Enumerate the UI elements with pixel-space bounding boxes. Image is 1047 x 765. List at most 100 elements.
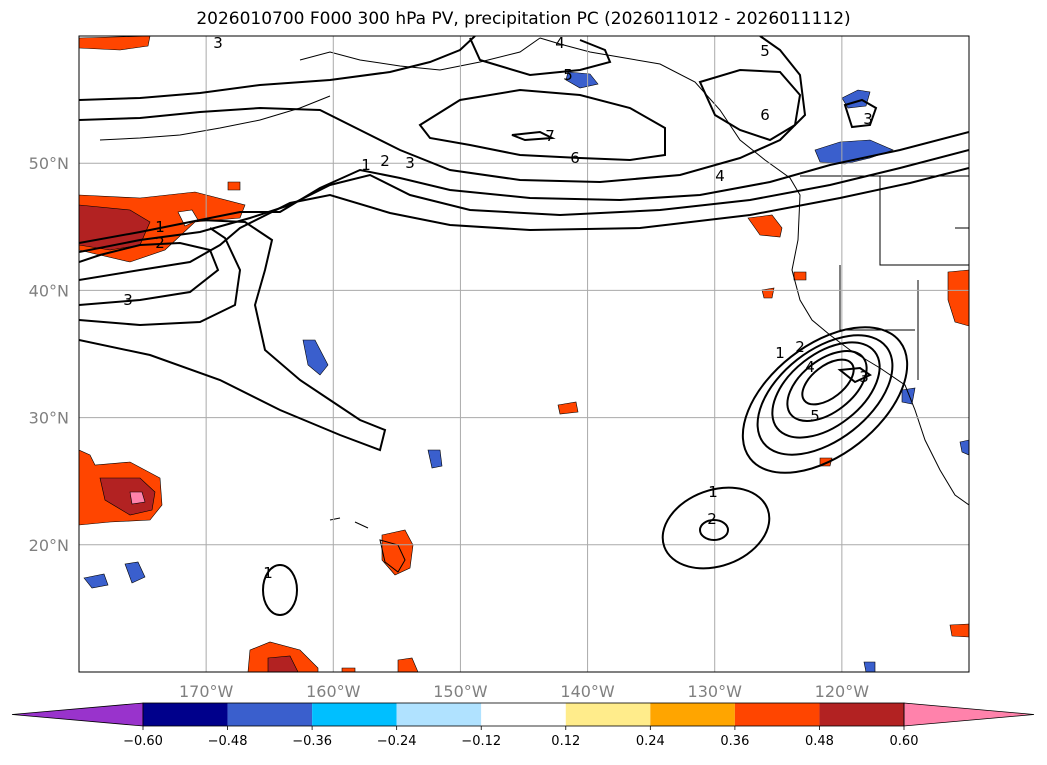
precip-positive-area xyxy=(793,271,807,281)
precip-negative-area xyxy=(427,449,443,469)
pv-contour xyxy=(79,227,242,327)
colorbar-tick-label: 0.24 xyxy=(636,734,665,749)
pv-label: 4 xyxy=(715,167,725,185)
pv-contour xyxy=(837,366,872,384)
precipitation-shading xyxy=(79,36,969,672)
latitude-tick-label: 50°N xyxy=(29,154,69,173)
pv-label: 3 xyxy=(859,368,869,386)
pv-contour xyxy=(79,219,387,452)
pv-label: 7 xyxy=(545,127,555,145)
precip-positive-area xyxy=(949,623,969,638)
coastlines xyxy=(99,37,969,573)
colorbar-tick-label: −0.48 xyxy=(208,734,248,749)
precip-strong-area xyxy=(267,655,299,672)
pv-contour xyxy=(79,167,969,281)
pv-label: 1 xyxy=(775,344,785,362)
pv-contour xyxy=(79,36,807,184)
pv-contour xyxy=(511,130,556,142)
state-border xyxy=(839,265,915,331)
pv-label: 1 xyxy=(263,564,273,582)
precip-positive-area xyxy=(341,667,356,672)
aleutian-islands xyxy=(99,95,331,141)
pv-label: 6 xyxy=(760,106,770,124)
precip-negative-area xyxy=(565,71,599,89)
pv-label: 2 xyxy=(155,234,165,252)
precip-negative-area xyxy=(863,661,876,672)
pv-label: 1 xyxy=(708,483,718,501)
pv-label: 3 xyxy=(405,154,415,172)
colorbar-segment xyxy=(819,703,904,726)
map-frame xyxy=(78,35,970,673)
state-border xyxy=(879,176,969,266)
colorbar-tick-label: −0.24 xyxy=(377,734,417,749)
pv-label: 5 xyxy=(563,66,573,84)
pv-label: 3 xyxy=(213,34,223,52)
pv-contour xyxy=(756,334,894,456)
colorbar-tick-label: −0.12 xyxy=(461,734,501,749)
colorbar-segment xyxy=(650,703,735,726)
longitude-tick-label: 170°W xyxy=(179,682,234,701)
latitude-tick-label: 30°N xyxy=(29,409,69,428)
pv-label: 2 xyxy=(380,152,390,170)
precip-positive-area xyxy=(79,36,151,51)
colorbar-segment xyxy=(312,703,397,726)
colorbar-segment xyxy=(227,703,313,726)
colorbar: −0.60 −0.48 −0.36 −0.24 −0.12 0.12 0.24 0.36 0.4… xyxy=(11,702,1035,749)
pv-contour xyxy=(79,149,969,253)
longitude-tick-label: 120°W xyxy=(815,682,870,701)
colorbar-tick-label: 0.48 xyxy=(805,734,834,749)
pv-label: 2 xyxy=(795,338,805,356)
alaska-coastline xyxy=(299,37,541,71)
precip-negative-area xyxy=(83,573,109,589)
pv-label: 4 xyxy=(805,358,815,376)
colorbar-segment xyxy=(481,703,566,726)
pv-label: 1 xyxy=(155,218,165,236)
precip-negative-area xyxy=(124,561,146,584)
colorbar-tick-label: 0.36 xyxy=(720,734,749,749)
precip-positive-area xyxy=(397,657,419,672)
latitude-labels: 20°N 30°N 40°N 50°N xyxy=(29,154,69,555)
pv-label: 3 xyxy=(123,291,133,309)
gridlines xyxy=(79,36,969,672)
colorbar-extend-low xyxy=(11,702,144,727)
pv-contour xyxy=(661,486,771,570)
pv-contour xyxy=(79,36,476,101)
longitude-labels: 170°W 160°W 150°W 140°W 130°W 120°W xyxy=(179,682,869,701)
pv-label: 5 xyxy=(810,407,820,425)
colorbar-tick-label: 0.12 xyxy=(551,734,580,749)
colorbar-segment xyxy=(565,703,651,726)
pv-contour xyxy=(79,131,969,244)
colorbar-tick-label: 0.60 xyxy=(890,734,919,749)
precip-positive-area xyxy=(557,401,579,415)
precip-positive-area xyxy=(761,287,775,299)
precip-negative-area xyxy=(901,387,916,405)
colorbar-segment xyxy=(734,703,820,726)
precip-positive-area xyxy=(227,181,241,191)
pv-label: 6 xyxy=(570,149,580,167)
precip-strong-area xyxy=(99,477,156,516)
colorbar-tick-label: −0.36 xyxy=(292,734,332,749)
precip-positive-area xyxy=(947,269,969,327)
pv-contour xyxy=(801,358,855,406)
colorbar-segment xyxy=(396,703,482,726)
colorbar-outline xyxy=(142,702,905,727)
pv-contour xyxy=(741,326,909,474)
colorbar-extend-high xyxy=(903,702,1035,727)
colorbar-segment xyxy=(143,703,228,726)
pv-contour xyxy=(469,37,612,77)
pv-label: 2 xyxy=(707,510,717,528)
pv-contour xyxy=(786,350,868,422)
pv-label: 5 xyxy=(760,42,770,60)
north-america-coastline xyxy=(539,37,969,506)
hawaii-islands xyxy=(329,517,406,573)
pv-label: 4 xyxy=(555,34,565,52)
latitude-tick-label: 20°N xyxy=(29,536,69,555)
pv-contour-labels: 3 4 5 5 6 7 6 4 3 1 2 3 1 2 3 1 2 4 3 5 … xyxy=(123,34,873,582)
colorbar-tick-label: −0.60 xyxy=(123,734,163,749)
precip-peak-area xyxy=(129,491,146,505)
longitude-tick-label: 140°W xyxy=(560,682,615,701)
pv-contour xyxy=(699,519,729,541)
pv-label: 3 xyxy=(863,110,873,128)
pv-contour xyxy=(771,341,881,439)
